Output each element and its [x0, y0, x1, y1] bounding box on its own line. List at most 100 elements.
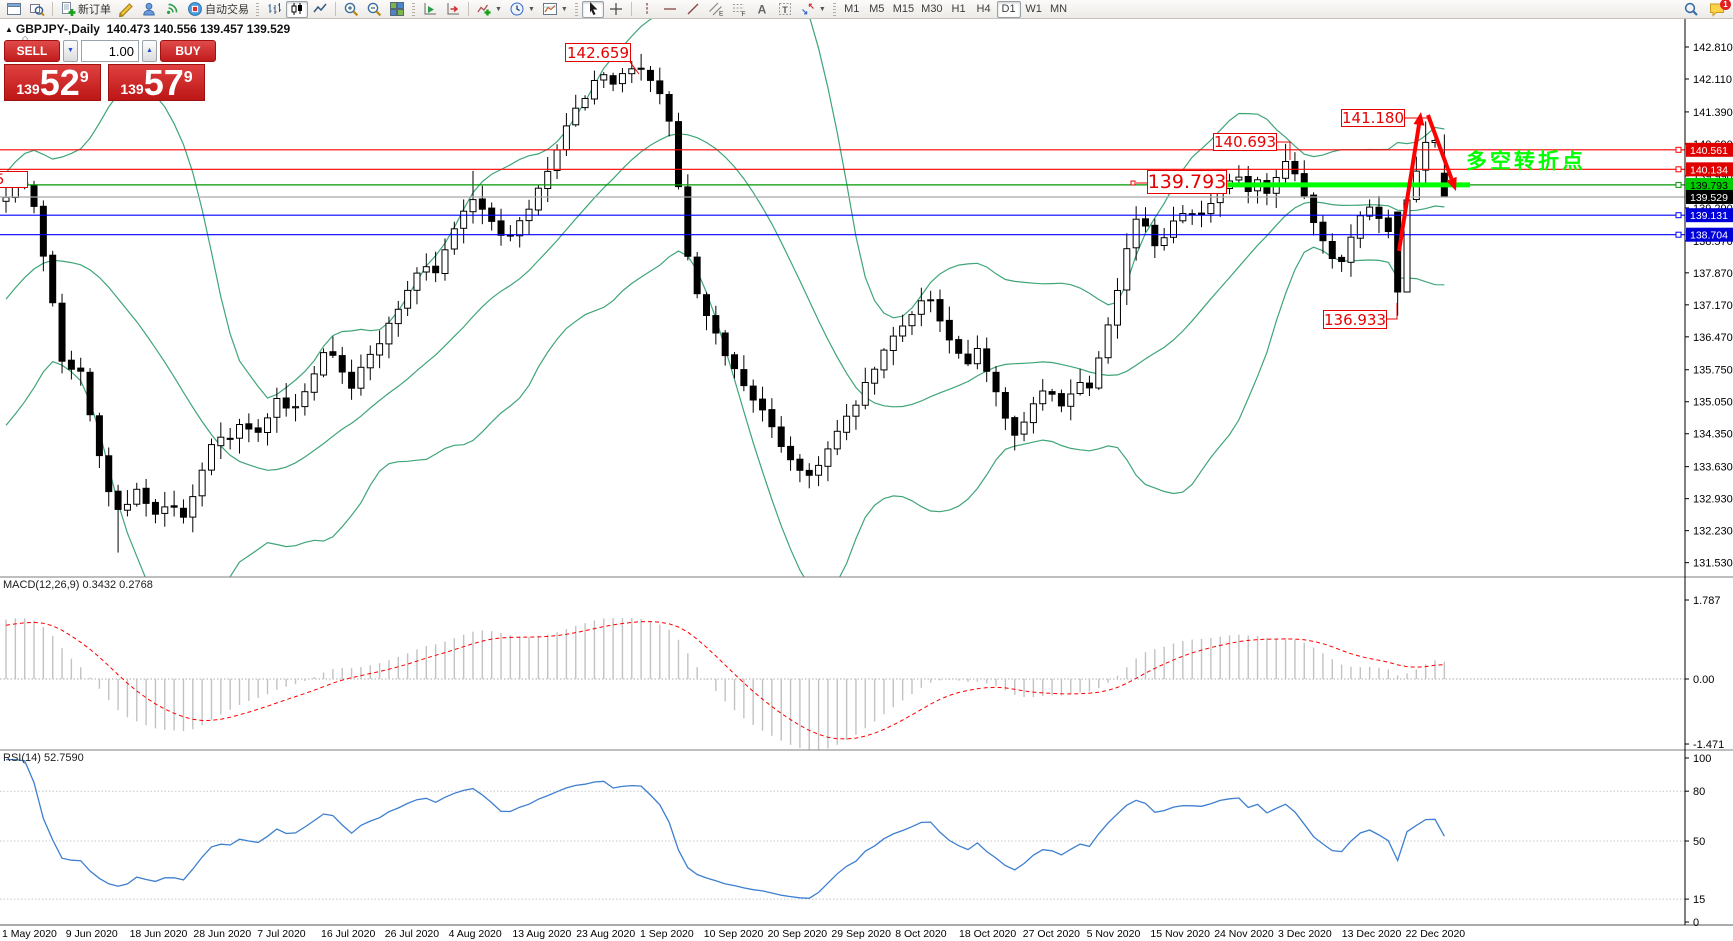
zoom-in-icon — [343, 1, 359, 17]
price-label-139715[interactable]: 715 — [0, 171, 28, 188]
trend-arrow-up[interactable] — [1397, 124, 1421, 252]
periods-button[interactable]: ▼ — [506, 1, 538, 18]
crosshair-button[interactable] — [605, 1, 627, 18]
sell-price[interactable]: 139 52 9 — [4, 64, 101, 101]
toolbar-label: M5 — [869, 3, 885, 15]
signals-icon-icon — [164, 1, 180, 17]
timeframe-m1-button[interactable]: M1 — [840, 1, 864, 18]
toolbar-label: H4 — [976, 3, 991, 15]
buy-price[interactable]: 139 57 9 — [108, 64, 205, 101]
candlestick-chart-icon — [289, 1, 305, 17]
line-chart-icon — [312, 1, 328, 17]
collapse-triangle-icon[interactable]: ▲ — [5, 25, 13, 34]
notifications-button[interactable]: 1 — [1706, 0, 1731, 18]
indicators-button[interactable]: ▼ — [473, 1, 505, 18]
date-label: 22 Dec 2020 — [1406, 928, 1466, 940]
periods-icon — [509, 1, 525, 17]
chart-window-icon[interactable] — [3, 1, 25, 18]
line-endpoint-marker[interactable] — [1675, 166, 1682, 173]
tile-windows-icon — [389, 1, 405, 17]
chevron-down-icon[interactable]: ▼ — [495, 5, 502, 13]
chevron-down-icon[interactable]: ▼ — [527, 5, 535, 13]
toolbar-grip[interactable] — [832, 2, 836, 16]
line-endpoint-marker[interactable] — [1675, 231, 1682, 238]
candlestick-chart-button[interactable] — [286, 0, 308, 18]
rsi-tick-label: 0 — [1693, 917, 1699, 929]
metaeditor-icon[interactable] — [115, 1, 137, 18]
community-icon[interactable] — [138, 1, 160, 18]
chevron-down-icon[interactable]: ▼ — [560, 5, 568, 13]
chart-shift-icon — [445, 1, 461, 17]
trend-arrow-down[interactable] — [1426, 114, 1454, 180]
volume-input[interactable] — [81, 40, 139, 62]
price-tick-label: 134.350 — [1693, 429, 1733, 441]
price-tick-label: 135.050 — [1693, 397, 1733, 409]
toolbar-grip[interactable] — [412, 2, 415, 16]
price-label-140693[interactable]: 140.693 — [1213, 133, 1277, 151]
date-label: 1 May 2020 — [2, 928, 57, 940]
timeframe-mn-button[interactable]: MN — [1047, 1, 1071, 18]
zoom-in-button[interactable] — [340, 1, 362, 18]
volume-decrease-button[interactable]: ▼ — [63, 40, 78, 62]
toolbar-grip[interactable] — [574, 2, 578, 16]
line-chart-button[interactable] — [309, 1, 331, 18]
chart-shift-button[interactable] — [442, 1, 464, 18]
zoom-out-button[interactable] — [363, 1, 385, 18]
timeframe-m30-button[interactable]: M30 — [918, 1, 945, 18]
toolbar-separator — [52, 2, 53, 16]
line-endpoint-marker[interactable] — [1675, 181, 1682, 188]
line-endpoint-marker[interactable] — [1675, 212, 1682, 219]
vertical-line-button[interactable] — [636, 1, 658, 18]
text-label-button[interactable]: T — [774, 1, 796, 18]
equidistant-channel-button[interactable]: E — [705, 1, 727, 18]
timeframe-w1-button[interactable]: W1 — [1022, 1, 1046, 18]
new-order-button[interactable]: 新订单 — [57, 1, 114, 18]
tile-windows-button[interactable] — [386, 1, 408, 18]
price-tick-label: 137.170 — [1693, 300, 1733, 312]
sell-button[interactable]: SELL — [4, 40, 60, 62]
trend-arrow-down-head — [1446, 176, 1457, 191]
date-label: 16 Jul 2020 — [321, 928, 375, 940]
market-watch-icon[interactable] — [26, 1, 48, 18]
panel-collapse-icon[interactable]: ◇ — [22, 34, 29, 43]
timeframe-h4-button[interactable]: H4 — [972, 1, 996, 18]
autotrading-button[interactable]: 自动交易 — [184, 1, 252, 18]
templates-button[interactable]: ▼ — [539, 1, 571, 18]
text-button[interactable]: A — [751, 1, 773, 18]
date-label: 5 Nov 2020 — [1087, 928, 1141, 940]
price-label-136933[interactable]: 136.933 — [1323, 310, 1387, 329]
cursor-button[interactable] — [581, 0, 604, 18]
timeframe-h1-button[interactable]: H1 — [947, 1, 971, 18]
timeframe-d1-button[interactable]: D1 — [996, 0, 1021, 18]
bar-chart-button[interactable] — [263, 1, 285, 18]
price-label-139793[interactable]: 139.793 — [1147, 170, 1227, 194]
horizontal-line-button[interactable] — [659, 1, 681, 18]
chevron-down-icon[interactable]: ▼ — [818, 5, 826, 13]
volume-increase-button[interactable]: ▲ — [142, 40, 157, 62]
symbol-info-bar[interactable]: ▲ GBPJPY-,Daily 140.473 140.556 139.457 1… — [5, 22, 290, 36]
arrows-button[interactable]: ▼ — [797, 1, 829, 18]
trendline-icon — [685, 1, 701, 17]
toolbar-label: MN — [1050, 3, 1068, 15]
toolbar-separator — [335, 2, 336, 16]
price-label-142659[interactable]: 142.659 — [565, 43, 631, 62]
macd-tick-label: 1.787 — [1693, 595, 1721, 607]
toolbar-grip[interactable] — [256, 2, 259, 16]
price-label-141180[interactable]: 141.180 — [1341, 109, 1405, 127]
bull-bear-turning-point-label[interactable]: 多空转折点 — [1466, 149, 1586, 173]
timeframe-m15-button[interactable]: M15 — [890, 1, 917, 18]
toolbar-label: 自动交易 — [205, 4, 249, 16]
signals-icon[interactable] — [161, 1, 183, 18]
chart-window-icon-icon — [6, 1, 22, 17]
line-endpoint-marker[interactable] — [1675, 146, 1682, 153]
search-button[interactable] — [1680, 1, 1702, 18]
fibonacci-button[interactable]: F — [728, 1, 750, 18]
toolbar-label: 新订单 — [78, 4, 111, 16]
timeframe-m5-button[interactable]: M5 — [865, 1, 889, 18]
buy-button[interactable]: BUY — [160, 40, 216, 62]
auto-scroll-button[interactable] — [419, 1, 441, 18]
new-order-icon — [60, 1, 76, 17]
date-label: 23 Aug 2020 — [576, 928, 635, 940]
trendline-button[interactable] — [682, 1, 704, 18]
